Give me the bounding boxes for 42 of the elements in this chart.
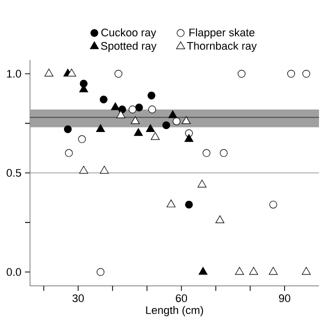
point	[134, 128, 143, 136]
point	[148, 106, 156, 114]
point	[110, 102, 120, 110]
point	[198, 180, 206, 188]
point	[302, 266, 311, 275]
point	[67, 68, 76, 76]
point	[146, 124, 155, 132]
point	[215, 215, 224, 224]
x-tick-label: 90	[279, 294, 290, 302]
x-axis-title: Length (cm)	[146, 306, 204, 316]
point	[185, 200, 193, 208]
y-tick-label: 0.0	[6, 268, 22, 276]
x-tick-label: 30	[72, 294, 84, 302]
legend-label: Spotted ray	[100, 42, 156, 52]
point	[96, 124, 105, 132]
point	[100, 166, 109, 174]
point	[172, 117, 180, 126]
point	[44, 68, 54, 76]
legend-label: Flapper skate	[189, 28, 254, 39]
point	[150, 132, 160, 140]
point	[182, 116, 191, 124]
point	[249, 266, 258, 275]
point	[79, 166, 88, 174]
point	[168, 110, 178, 118]
point	[135, 104, 143, 112]
point	[184, 134, 194, 142]
point	[100, 96, 108, 104]
legend-label: Cuckoo ray	[101, 28, 156, 39]
y-tick-label: 0.5	[6, 169, 22, 177]
point	[130, 116, 140, 124]
point	[268, 266, 278, 275]
point	[64, 125, 72, 134]
point	[198, 266, 208, 275]
point	[166, 200, 176, 208]
point	[148, 92, 156, 100]
y-tick-label: 1.0	[7, 70, 22, 78]
point	[116, 110, 126, 118]
point	[162, 121, 170, 130]
legend-label: Thornback ray	[186, 42, 257, 52]
x-tick-label: 60	[176, 294, 188, 302]
point	[235, 266, 244, 275]
point	[128, 106, 136, 114]
